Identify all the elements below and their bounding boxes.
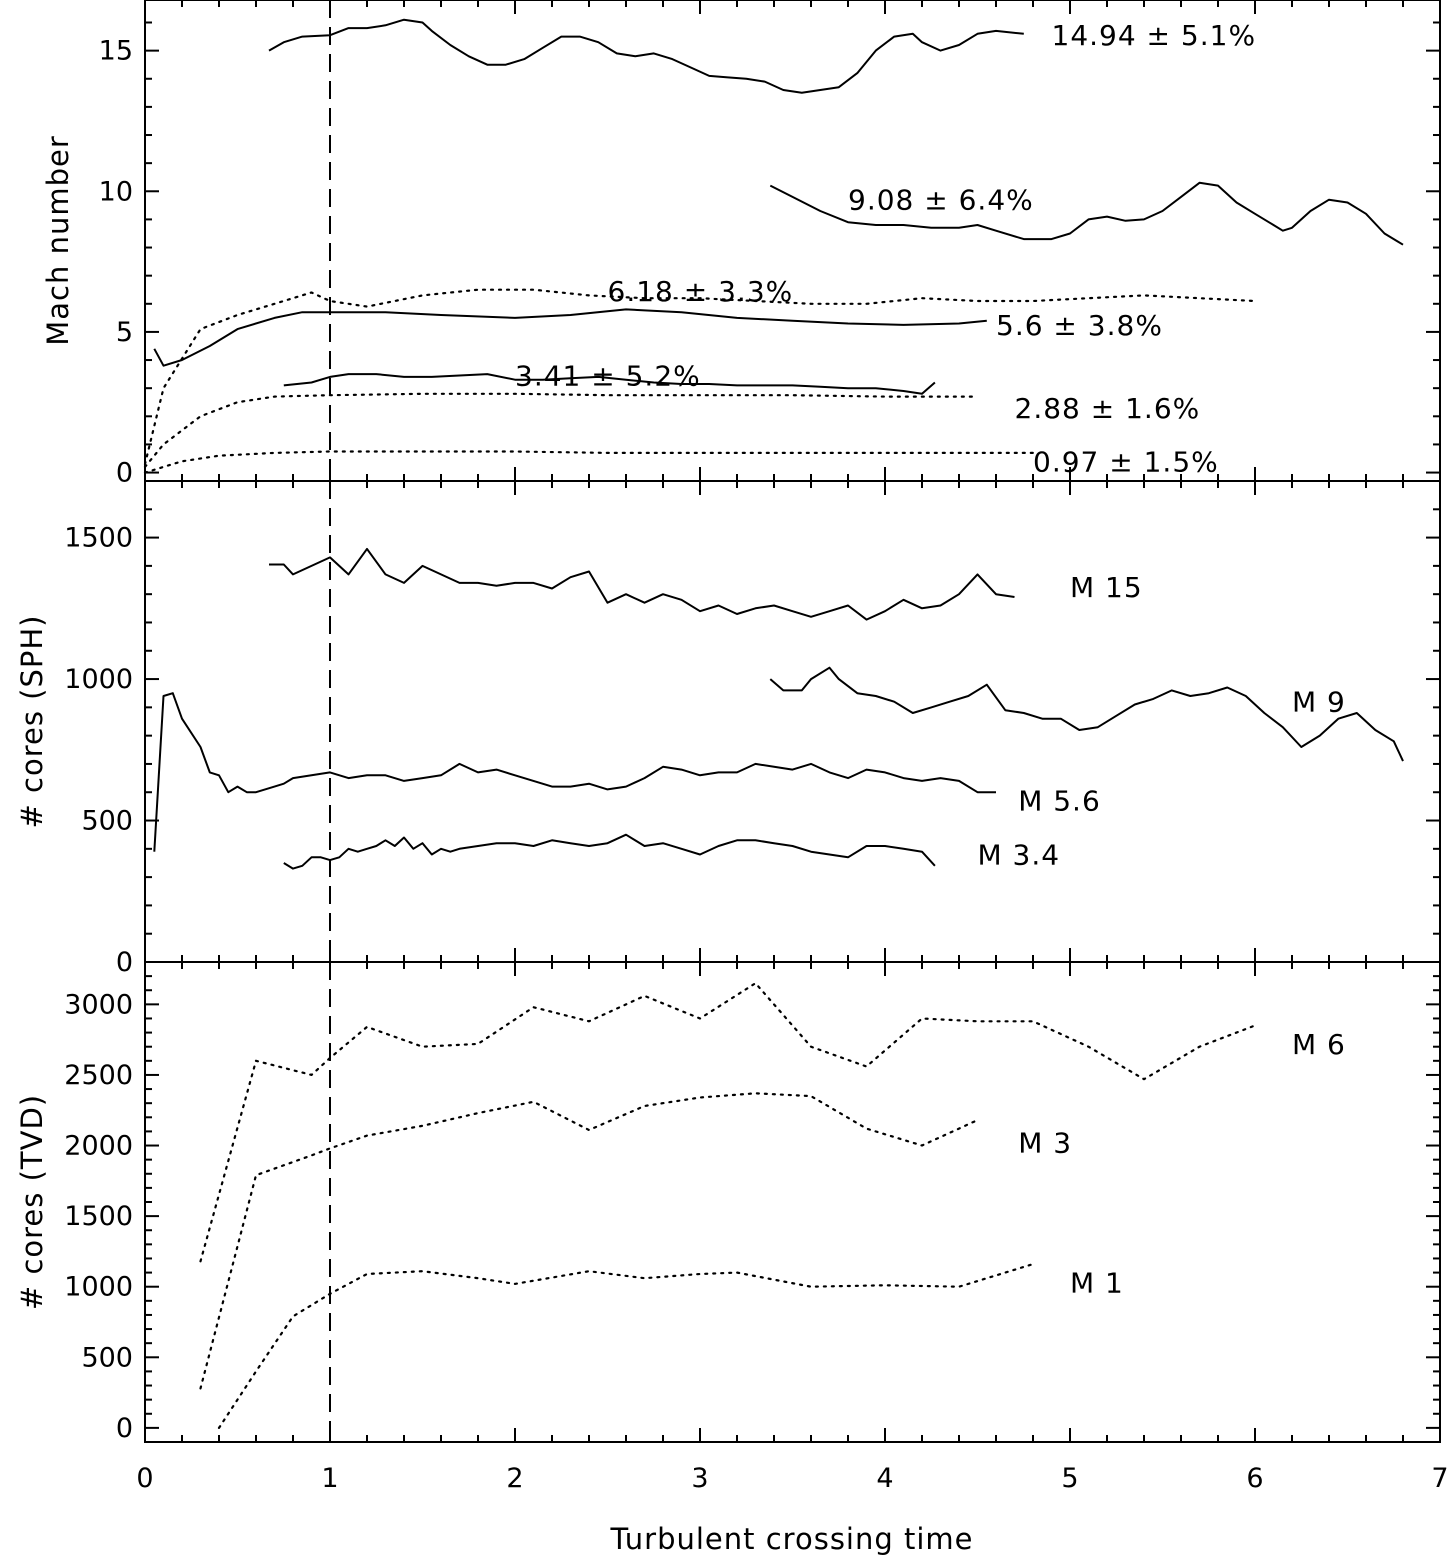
panel-mach: 0 5 10 15 Mach number 14.94 ± 5.1% 9.08 ± 6.4%… xyxy=(41,0,1441,489)
series-line-m-15 xyxy=(269,547,1015,621)
y-tick-label: 1500 xyxy=(64,1201,133,1232)
y-tick-label: 1500 xyxy=(64,523,133,554)
series-line-3-41-5-2 xyxy=(283,373,936,395)
x-axis-title: Turbulent crossing time xyxy=(609,1522,973,1556)
plot-frame xyxy=(144,961,1441,1443)
series-line-6-18-3-3 xyxy=(143,288,1257,466)
x-tick-label: 3 xyxy=(691,1463,708,1494)
y-tick-label: 1000 xyxy=(64,664,133,695)
series-line-m-3-4 xyxy=(283,833,936,870)
plot-frame xyxy=(144,480,1441,963)
series-line-m-3 xyxy=(199,1092,979,1390)
series-line-m-1 xyxy=(217,1262,1035,1430)
x-tick-label: 0 xyxy=(136,1463,153,1494)
x-axis: 0 1 2 3 4 5 6 7 xyxy=(136,1463,1448,1494)
series-label-5-6-3-8: 5.6 ± 3.8% xyxy=(996,309,1163,342)
y-tick-label: 0 xyxy=(116,947,133,978)
series-line-0-97-1-5 xyxy=(143,450,1035,474)
series-label-6-18-3-3: 6.18 ± 3.3% xyxy=(608,275,794,308)
series-label-m-9: M 9 xyxy=(1292,686,1346,719)
y-tick-label: 10 xyxy=(99,176,133,207)
series-label-m-3: M 3 xyxy=(1018,1127,1072,1160)
panel-tvd: 0 500 1000 1500 2000 2500 3000 # cores (TVD) M 6… xyxy=(15,961,1441,1444)
series-label-m-3-4: M 3.4 xyxy=(978,838,1061,871)
y-tick-label: 5 xyxy=(116,317,133,348)
series-label-m-5-6: M 5.6 xyxy=(1018,785,1101,818)
series-label-14-94-5-1: 14.94 ± 5.1% xyxy=(1052,19,1257,52)
y-tick-label: 500 xyxy=(81,806,133,837)
y-tick-label: 15 xyxy=(99,36,133,67)
series-line-5-6-3-8 xyxy=(153,308,987,367)
x-tick-label: 2 xyxy=(506,1463,523,1494)
series-label-0-97-1-5: 0.97 ± 1.5% xyxy=(1033,445,1219,478)
x-tick-label: 7 xyxy=(1431,1463,1448,1494)
y-tick-label: 1000 xyxy=(64,1272,133,1303)
y-tick-label: 500 xyxy=(81,1342,133,1373)
y-tick-label: 2500 xyxy=(64,1060,133,1091)
series-label-2-88-1-6: 2.88 ± 1.6% xyxy=(1015,392,1201,425)
series-line-m-6 xyxy=(199,982,1257,1263)
x-tick-label: 1 xyxy=(321,1463,338,1494)
series-line-m-5-6 xyxy=(153,692,996,852)
y-tick-label: 3000 xyxy=(64,989,133,1020)
plot-frame xyxy=(144,0,1441,482)
y-tick-label: 2000 xyxy=(64,1131,133,1162)
x-tick-label: 5 xyxy=(1061,1463,1078,1494)
y-tick-label: 0 xyxy=(116,1413,133,1444)
y-axis-title: # cores (SPH) xyxy=(15,615,49,829)
y-axis-title: Mach number xyxy=(41,135,75,346)
series-label-3-41-5-2: 3.41 ± 5.2% xyxy=(515,360,701,393)
series-line-2-88-1-6 xyxy=(143,392,979,468)
series-line-m-9 xyxy=(769,666,1404,762)
panel-sph: 0 500 1000 1500 # cores (SPH) M 15 M 9 M 5.6 M 3… xyxy=(15,480,1441,978)
x-tick-label: 4 xyxy=(876,1463,893,1494)
y-tick-label: 0 xyxy=(116,458,133,489)
series-label-m-15: M 15 xyxy=(1070,571,1143,604)
y-axis-title: # cores (TVD) xyxy=(15,1094,49,1310)
series-label-m-1: M 1 xyxy=(1070,1266,1124,1299)
x-tick-label: 6 xyxy=(1246,1463,1263,1494)
series-line-14-94-5-1 xyxy=(268,18,1024,94)
series-label-9-08-6-4: 9.08 ± 6.4% xyxy=(848,184,1034,217)
series-line-9-08-6-4 xyxy=(769,181,1404,246)
series-label-m-6: M 6 xyxy=(1292,1028,1346,1061)
